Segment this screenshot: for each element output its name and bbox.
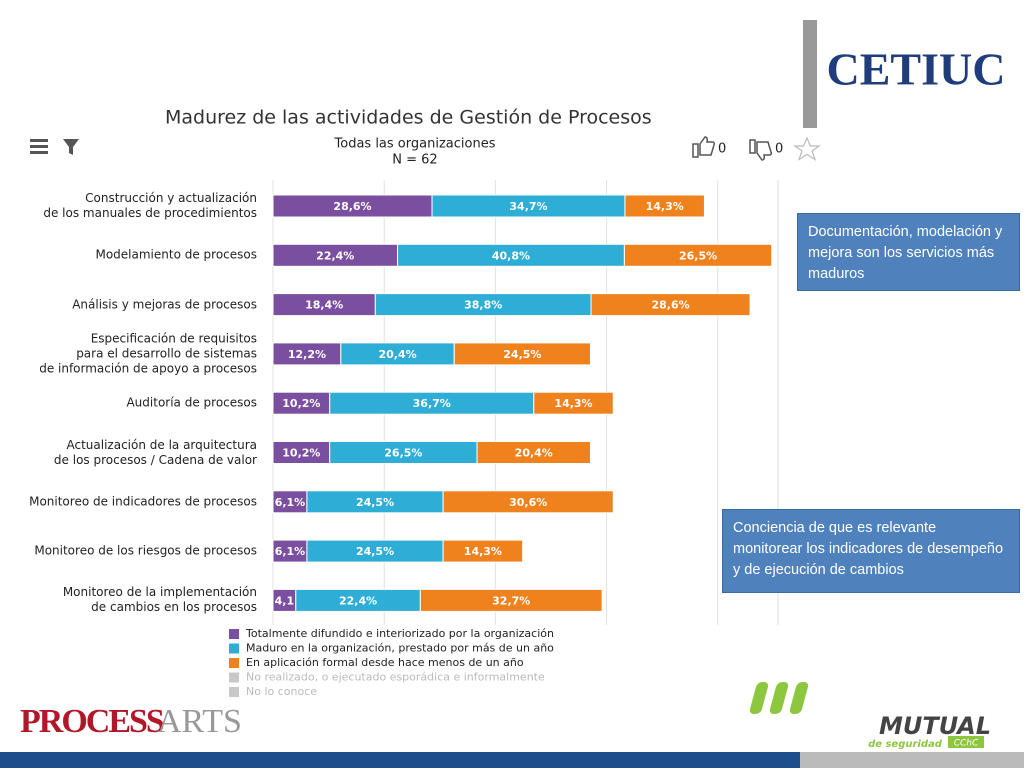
callout: Conciencia de que es relevante monitorea… — [722, 509, 1020, 593]
process-logo: PROCESS — [20, 703, 164, 740]
bar-segment — [624, 194, 705, 218]
category-label: Monitoreo de indicadores de procesos — [29, 494, 257, 509]
value-label: 12,2% — [288, 348, 326, 361]
value-label: 22,4% — [339, 594, 377, 607]
favorite-icon[interactable] — [793, 136, 821, 161]
value-label: 38,8% — [464, 299, 502, 312]
value-label: 28,6% — [651, 299, 689, 312]
value-label: 6,1% — [275, 496, 306, 509]
chart-note: N = 62 — [392, 153, 437, 168]
cchc-badge — [948, 736, 984, 748]
value-label: 40,8% — [492, 249, 530, 262]
value-label: 14,3% — [464, 545, 502, 558]
mutual-icon — [749, 682, 809, 714]
value-label: 26,5% — [679, 249, 717, 262]
menu-icon[interactable] — [30, 139, 48, 154]
value-label: 6,1% — [275, 545, 306, 558]
like-count: 0 — [718, 142, 726, 157]
category-label: Análisis y mejoras de procesos — [72, 297, 257, 312]
footer-bar-gray — [800, 752, 1024, 768]
mutual-logo: MUTUAL — [879, 712, 991, 740]
value-label: 20,4% — [378, 348, 416, 361]
value-label: 18,4% — [305, 299, 343, 312]
value-label: 10,2% — [282, 447, 320, 460]
dislike-count: 0 — [775, 142, 783, 157]
like-icon[interactable] — [692, 136, 716, 158]
category-label: Auditoría de procesos — [126, 395, 257, 410]
value-label: 14,3% — [554, 397, 592, 410]
bar-segment — [442, 539, 524, 563]
value-label: 28,6% — [333, 200, 371, 213]
cetiuc-logo: CETIUC — [827, 44, 1006, 95]
bar-segment — [590, 293, 751, 317]
dislike-icon[interactable] — [749, 139, 773, 161]
filter-icon[interactable] — [63, 139, 79, 155]
value-label: 26,5% — [384, 447, 422, 460]
legend-swatch — [229, 687, 239, 697]
legend-swatch — [229, 672, 239, 683]
callout: Documentación, modelación y mejora son l… — [797, 213, 1020, 291]
value-label: 36,7% — [413, 397, 451, 410]
legend-label: Totalmente difundido e interiorizado por… — [245, 627, 554, 640]
value-label: 4,1 — [275, 594, 295, 607]
cchc-logo: CChC — [954, 739, 979, 749]
legend-swatch — [229, 658, 239, 668]
chart-title: Madurez de las actividades de Gestión de… — [165, 107, 652, 129]
bar-segment — [453, 342, 591, 366]
bar-segment — [533, 391, 614, 415]
arts-logo: ARTS — [157, 703, 242, 740]
bar-segment — [419, 588, 603, 612]
value-label: 32,7% — [492, 594, 530, 607]
category-label: Monitoreo de la implementación de cambio… — [62, 585, 257, 615]
chart-subtitle: Todas las organizaciones — [334, 137, 496, 152]
value-label: 10,2% — [282, 397, 320, 410]
value-label: 24,5% — [503, 348, 541, 361]
category-label: Especificación de requisitos para el des… — [39, 331, 257, 376]
value-label: 22,4% — [316, 249, 354, 262]
legend-label: Maduro en la organización, prestado por … — [246, 642, 554, 655]
mutual-sub: de seguridad — [868, 739, 943, 750]
footer-bar — [0, 752, 800, 768]
category-label: Actualización de la arquitectura de los … — [53, 437, 257, 467]
legend-swatch — [229, 629, 239, 639]
legend-label: No lo conoce — [246, 685, 317, 698]
value-label: 24,5% — [356, 545, 394, 558]
logo-bar — [803, 20, 817, 128]
bar-segment — [623, 243, 773, 267]
bar-segment — [476, 441, 591, 464]
category-label: Construcción y actualización de los manu… — [43, 191, 257, 220]
value-label: 24,5% — [356, 496, 394, 509]
value-label: 20,4% — [515, 447, 553, 460]
legend-swatch — [229, 643, 239, 654]
value-label: 30,6% — [509, 496, 547, 509]
category-label: Modelamiento de procesos — [95, 247, 257, 262]
category-label: Monitoreo de los riesgos de procesos — [34, 543, 257, 558]
legend-label: No realizado, o ejecutado esporádica e i… — [246, 671, 545, 684]
value-label: 34,7% — [509, 200, 547, 213]
bar-segment — [442, 490, 614, 514]
legend-label: En aplicación formal desde hace menos de… — [246, 656, 524, 669]
value-label: 14,3% — [646, 200, 684, 213]
